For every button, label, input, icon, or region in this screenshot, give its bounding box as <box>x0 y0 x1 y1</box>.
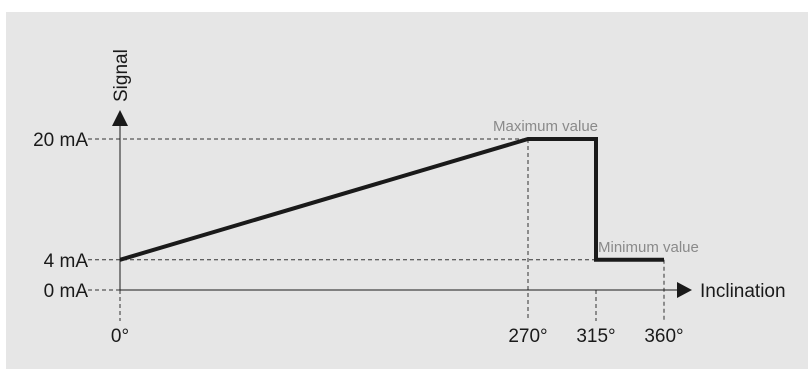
x-tick-label: 0° <box>111 326 129 347</box>
annotation-minimum-value: Minimum value <box>598 239 699 256</box>
x-axis-label: Inclination <box>700 281 786 302</box>
annotation-maximum-value: Maximum value <box>493 118 598 135</box>
annotations: Maximum value Minimum value <box>493 118 699 256</box>
chart-panel <box>6 12 808 369</box>
y-tick-label: 4 mA <box>44 251 89 272</box>
y-axis-label: Signal <box>111 49 132 102</box>
x-axis-arrow-icon <box>677 282 692 298</box>
y-axis-arrow-icon <box>112 110 128 126</box>
x-tick-label: 315° <box>576 326 615 347</box>
x-tick-label: 270° <box>508 326 547 347</box>
axes: Inclination Signal <box>111 49 786 302</box>
x-tick-label: 360° <box>644 326 683 347</box>
signal-series-line <box>119 137 664 262</box>
guide-lines <box>88 138 665 321</box>
series-layer <box>119 137 664 262</box>
y-tick-label: 0 mA <box>44 281 89 302</box>
y-tick-label: 20 mA <box>33 130 88 151</box>
tick-labels: 20 mA 4 mA 0 mA 0° 270° 315° 360° <box>33 130 684 347</box>
